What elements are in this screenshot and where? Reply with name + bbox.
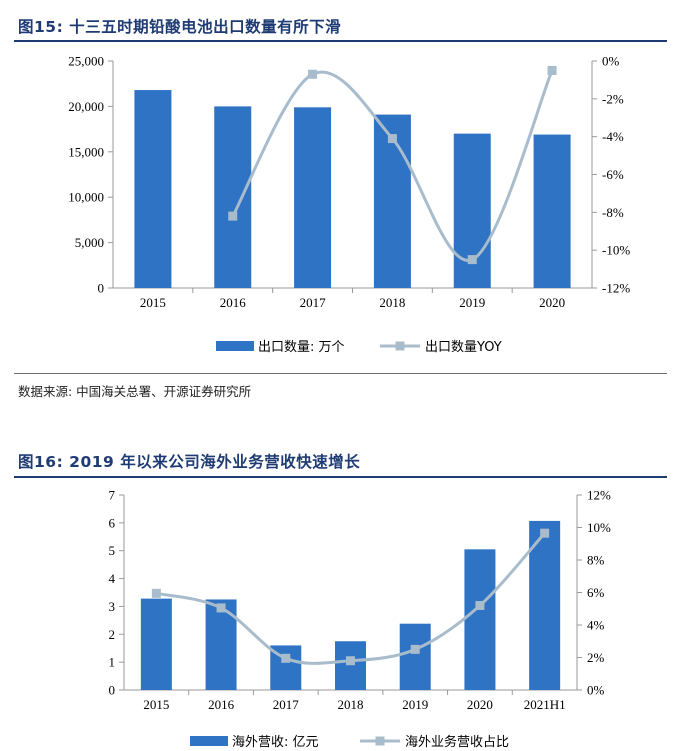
left-y-tick-label: 0	[109, 683, 116, 698]
bar	[464, 549, 496, 690]
right-y-tick-label: -10%	[602, 243, 630, 258]
left-y-tick-label: 25,000	[68, 54, 104, 69]
bar	[453, 133, 491, 288]
left-y-tick-label: 10,000	[68, 190, 104, 205]
left-y-tick-label: 5	[109, 543, 116, 558]
left-y-tick-label: 20,000	[68, 99, 104, 114]
line-point-marker	[281, 653, 291, 663]
figure-15-bottom-rule	[14, 373, 667, 374]
line-point-marker	[547, 65, 557, 75]
x-tick-label: 2018	[379, 295, 405, 310]
legend-bar-swatch	[190, 736, 228, 746]
bar	[373, 114, 411, 289]
x-tick-label: 2020	[467, 697, 493, 712]
figure-15-title-rule	[14, 40, 667, 42]
left-y-tick-label: 15,000	[68, 144, 104, 159]
line-point-marker	[216, 603, 226, 613]
x-tick-label: 2019	[402, 697, 428, 712]
right-y-tick-label: -4%	[602, 129, 624, 144]
line-point-marker	[228, 211, 238, 221]
right-y-tick-label: 8%	[587, 553, 605, 568]
right-y-tick-label: 0%	[587, 683, 605, 698]
left-y-tick-label: 5,000	[75, 235, 104, 250]
bar	[214, 106, 252, 289]
figure-16-title: 图16: 2019 年以来公司海外业务营收快速增长	[18, 453, 361, 471]
line-point-marker	[540, 528, 550, 538]
bar	[294, 107, 332, 288]
line-point-marker	[308, 69, 318, 79]
x-tick-label: 2016	[220, 295, 247, 310]
x-tick-label: 2019	[459, 295, 485, 310]
bar	[529, 520, 561, 690]
x-tick-label: 2021H1	[524, 697, 566, 712]
left-y-tick-label: 6	[109, 515, 116, 530]
right-y-tick-label: 0%	[602, 54, 620, 69]
bar	[533, 134, 571, 288]
right-y-tick-label: -12%	[602, 281, 630, 296]
right-y-tick-label: -2%	[602, 91, 624, 106]
left-y-tick-label: 4	[109, 571, 116, 586]
legend-line-marker	[395, 341, 405, 351]
line-point-marker	[387, 134, 397, 144]
legend-line-label: 出口数量YOY	[425, 340, 502, 355]
x-tick-label: 2016	[208, 697, 235, 712]
x-tick-label: 2017	[273, 697, 300, 712]
legend-bar-label: 出口数量: 万个	[258, 340, 345, 355]
right-y-tick-label: 2%	[587, 650, 605, 665]
left-y-tick-label: 0	[98, 281, 105, 296]
bar	[134, 90, 172, 288]
left-y-tick-label: 3	[109, 599, 116, 614]
line-point-marker	[151, 588, 161, 598]
figure-16-chart: 0 1 2 3 4 5 6 7 0% 2% 4% 6% 8% 10% 12% 2015 2016 2017 2018…	[109, 488, 612, 751]
figure-16-title-rule	[14, 476, 667, 478]
x-tick-label: 2015	[143, 697, 169, 712]
line-point-marker	[410, 644, 420, 654]
right-y-tick-label: 4%	[587, 618, 605, 633]
line-point-marker	[467, 255, 477, 265]
x-tick-label: 2015	[140, 295, 166, 310]
legend-line-marker	[375, 736, 385, 746]
right-y-tick-label: 6%	[587, 585, 605, 600]
bar	[335, 641, 366, 690]
right-y-tick-label: -8%	[602, 205, 624, 220]
left-y-tick-label: 7	[109, 488, 116, 503]
x-tick-label: 2018	[338, 697, 364, 712]
bar	[205, 599, 237, 690]
legend-bar-swatch	[216, 341, 254, 351]
figure-15-title: 图15: 十三五时期铅酸电池出口数量有所下滑	[18, 18, 342, 36]
right-y-tick-label: -6%	[602, 167, 624, 182]
bar	[399, 623, 431, 690]
figure-15-source: 数据来源: 中国海关总署、开源证券研究所	[18, 384, 252, 399]
figure-15-chart: 0 5,000 10,000 15,000 20,000 25,000 -12% -10% -8…	[68, 54, 630, 356]
right-y-tick-label: 12%	[587, 488, 611, 503]
bar	[140, 598, 172, 690]
left-y-tick-label: 1	[109, 655, 116, 670]
legend-bar-label: 海外营收: 亿元	[232, 735, 319, 750]
left-y-tick-label: 2	[109, 627, 116, 642]
legend-line-label: 海外业务营收占比	[405, 734, 509, 750]
line-point-marker	[346, 656, 355, 666]
x-tick-label: 2017	[300, 295, 327, 310]
right-y-tick-label: 10%	[587, 520, 611, 535]
x-tick-label: 2020	[539, 295, 565, 310]
line-point-marker	[475, 601, 485, 610]
